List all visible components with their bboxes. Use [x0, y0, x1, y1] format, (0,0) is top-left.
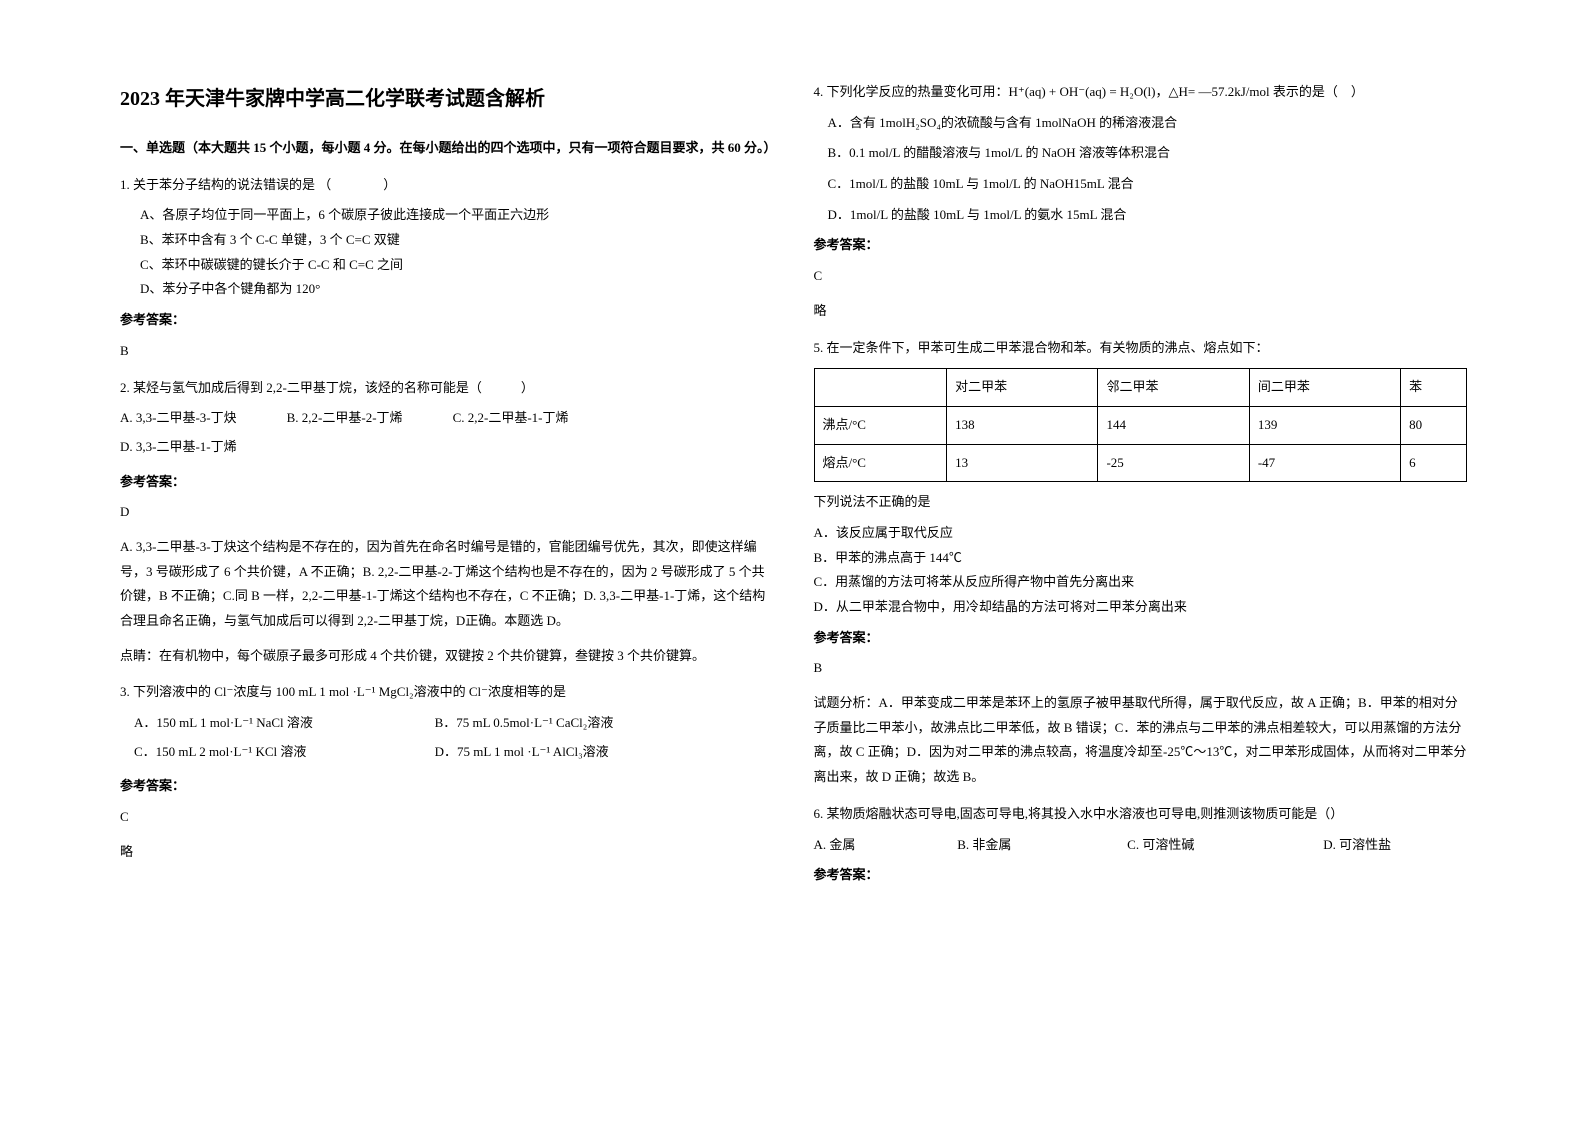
- q4-option-d: D．1mol/L 的盐酸 10mL 与 1mol/L 的氨水 15mL 混合: [828, 203, 1468, 228]
- table-cell: 6: [1401, 444, 1467, 482]
- table-cell: 138: [947, 406, 1098, 444]
- q1-option-b: B、苯环中含有 3 个 C-C 单键，3 个 C=C 双键: [140, 228, 774, 253]
- q2-option-d: D. 3,3-二甲基-1-丁烯: [120, 435, 237, 460]
- table-cell: 苯: [1401, 369, 1467, 407]
- question-1: 1. 关于苯分子结构的说法错误的是 （ ） A、各原子均位于同一平面上，6 个碳…: [120, 173, 774, 364]
- q5-option-a: A．该反应属于取代反应: [814, 521, 1468, 546]
- q3-option-b: B．75 mL 0.5mol·L⁻¹ CaCl₂溶液: [435, 711, 736, 736]
- table-cell: [814, 369, 947, 407]
- right-column: 4. 下列化学反应的热量变化可用：H⁺(aq) + OH⁻(aq) = H₂O(…: [794, 80, 1488, 1042]
- q2-option-c: C. 2,2-二甲基-1-丁烯: [453, 406, 569, 431]
- q6-text: 6. 某物质熔融状态可导电,固态可导电,将其投入水中水溶液也可导电,则推测该物质…: [814, 802, 1468, 827]
- table-header-row: 对二甲苯 邻二甲苯 间二甲苯 苯: [814, 369, 1467, 407]
- q5-explanation: 试题分析：A．甲苯变成二甲苯是苯环上的氢原子被甲基取代所得，属于取代反应，故 A…: [814, 691, 1468, 790]
- q2-explanation-1: A. 3,3-二甲基-3-丁炔这个结构是不存在的，因为首先在命名时编号是错的，官…: [120, 535, 774, 634]
- answer-label: 参考答案：: [814, 626, 1468, 651]
- q4-option-a: A．含有 1molH₂SO₄的浓硫酸与含有 1molNaOH 的稀溶液混合: [828, 111, 1468, 136]
- q5-text: 5. 在一定条件下，甲苯可生成二甲苯混合物和苯。有关物质的沸点、熔点如下：: [814, 336, 1468, 361]
- table-cell: 139: [1249, 406, 1400, 444]
- q2-options: A. 3,3-二甲基-3-丁炔 B. 2,2-二甲基-2-丁烯 C. 2,2-二…: [120, 406, 774, 463]
- q5-option-b: B．甲苯的沸点高于 144℃: [814, 546, 1468, 571]
- q4-explanation: 略: [814, 299, 1468, 324]
- answer-label: 参考答案：: [120, 308, 774, 333]
- question-4: 4. 下列化学反应的热量变化可用：H⁺(aq) + OH⁻(aq) = H₂O(…: [814, 80, 1468, 324]
- q6-options: A. 金属 B. 非金属 C. 可溶性碱 D. 可溶性盐: [814, 833, 1468, 858]
- question-5: 5. 在一定条件下，甲苯可生成二甲苯混合物和苯。有关物质的沸点、熔点如下： 对二…: [814, 336, 1468, 790]
- answer-label: 参考答案：: [814, 863, 1468, 888]
- table-cell: -25: [1098, 444, 1249, 482]
- table-cell: 对二甲苯: [947, 369, 1098, 407]
- question-6: 6. 某物质熔融状态可导电,固态可导电,将其投入水中水溶液也可导电,则推测该物质…: [814, 802, 1468, 888]
- table-cell: 间二甲苯: [1249, 369, 1400, 407]
- q5-subtext: 下列说法不正确的是: [814, 490, 1468, 515]
- q1-options: A、各原子均位于同一平面上，6 个碳原子彼此连接成一个平面正六边形 B、苯环中含…: [120, 203, 774, 302]
- q2-explanation-2: 点睛：在有机物中，每个碳原子最多可形成 4 个共价键，双键按 2 个共价键算，叁…: [120, 644, 774, 669]
- q4-options: A．含有 1molH₂SO₄的浓硫酸与含有 1molNaOH 的稀溶液混合 B．…: [814, 111, 1468, 228]
- q3-answer: C: [120, 805, 774, 830]
- q5-option-c: C．用蒸馏的方法可将苯从反应所得产物中首先分离出来: [814, 570, 1468, 595]
- table-cell: 80: [1401, 406, 1467, 444]
- q2-answer: D: [120, 500, 774, 525]
- q2-text: 2. 某烃与氢气加成后得到 2,2-二甲基丁烷，该烃的名称可能是（ ）: [120, 376, 774, 401]
- q3-option-c: C．150 mL 2 mol·L⁻¹ KCl 溶液: [134, 740, 435, 765]
- q6-option-b: B. 非金属: [957, 833, 1127, 858]
- answer-label: 参考答案：: [120, 774, 774, 799]
- q3-text: 3. 下列溶液中的 Cl⁻浓度与 100 mL 1 mol ·L⁻¹ MgCl₂…: [120, 680, 774, 705]
- q6-option-c: C. 可溶性碱: [1127, 833, 1323, 858]
- q5-option-d: D．从二甲苯混合物中，用冷却结晶的方法可将对二甲苯分离出来: [814, 595, 1468, 620]
- q1-option-d: D、苯分子中各个键角都为 120°: [140, 277, 774, 302]
- q4-text: 4. 下列化学反应的热量变化可用：H⁺(aq) + OH⁻(aq) = H₂O(…: [814, 80, 1468, 105]
- table-cell: 邻二甲苯: [1098, 369, 1249, 407]
- q3-explanation: 略: [120, 840, 774, 865]
- table-cell: 13: [947, 444, 1098, 482]
- q2-option-a: A. 3,3-二甲基-3-丁炔: [120, 406, 237, 431]
- q3-option-a: A．150 mL 1 mol·L⁻¹ NaCl 溶液: [134, 711, 435, 736]
- question-2: 2. 某烃与氢气加成后得到 2,2-二甲基丁烷，该烃的名称可能是（ ） A. 3…: [120, 376, 774, 669]
- q6-option-d: D. 可溶性盐: [1323, 833, 1467, 858]
- table-cell: 沸点/°C: [814, 406, 947, 444]
- q6-option-a: A. 金属: [814, 833, 958, 858]
- q4-answer: C: [814, 264, 1468, 289]
- left-column: 2023 年天津牛家牌中学高二化学联考试题含解析 一、单选题（本大题共 15 个…: [100, 80, 794, 1042]
- q5-table: 对二甲苯 邻二甲苯 间二甲苯 苯 沸点/°C 138 144 139 80 熔点…: [814, 368, 1468, 482]
- q1-text: 1. 关于苯分子结构的说法错误的是 （ ）: [120, 173, 774, 198]
- question-3: 3. 下列溶液中的 Cl⁻浓度与 100 mL 1 mol ·L⁻¹ MgCl₂…: [120, 680, 774, 864]
- answer-label: 参考答案：: [814, 233, 1468, 258]
- q5-answer: B: [814, 656, 1468, 681]
- table-row: 沸点/°C 138 144 139 80: [814, 406, 1467, 444]
- section-header: 一、单选题（本大题共 15 个小题，每小题 4 分。在每小题给出的四个选项中，只…: [120, 136, 774, 161]
- table-cell: 熔点/°C: [814, 444, 947, 482]
- q3-option-d: D．75 mL 1 mol ·L⁻¹ AlCl₃溶液: [435, 740, 736, 765]
- table-cell: -47: [1249, 444, 1400, 482]
- q4-option-b: B．0.1 mol/L 的醋酸溶液与 1mol/L 的 NaOH 溶液等体积混合: [828, 141, 1468, 166]
- exam-title: 2023 年天津牛家牌中学高二化学联考试题含解析: [120, 80, 774, 118]
- answer-label: 参考答案：: [120, 470, 774, 495]
- q2-option-b: B. 2,2-二甲基-2-丁烯: [287, 406, 403, 431]
- q4-option-c: C．1mol/L 的盐酸 10mL 与 1mol/L 的 NaOH15mL 混合: [828, 172, 1468, 197]
- q1-answer: B: [120, 339, 774, 364]
- q1-option-a: A、各原子均位于同一平面上，6 个碳原子彼此连接成一个平面正六边形: [140, 203, 774, 228]
- q1-option-c: C、苯环中碳碳键的键长介于 C-C 和 C=C 之间: [140, 253, 774, 278]
- table-cell: 144: [1098, 406, 1249, 444]
- table-row: 熔点/°C 13 -25 -47 6: [814, 444, 1467, 482]
- q3-options: A．150 mL 1 mol·L⁻¹ NaCl 溶液 B．75 mL 0.5mo…: [120, 711, 774, 768]
